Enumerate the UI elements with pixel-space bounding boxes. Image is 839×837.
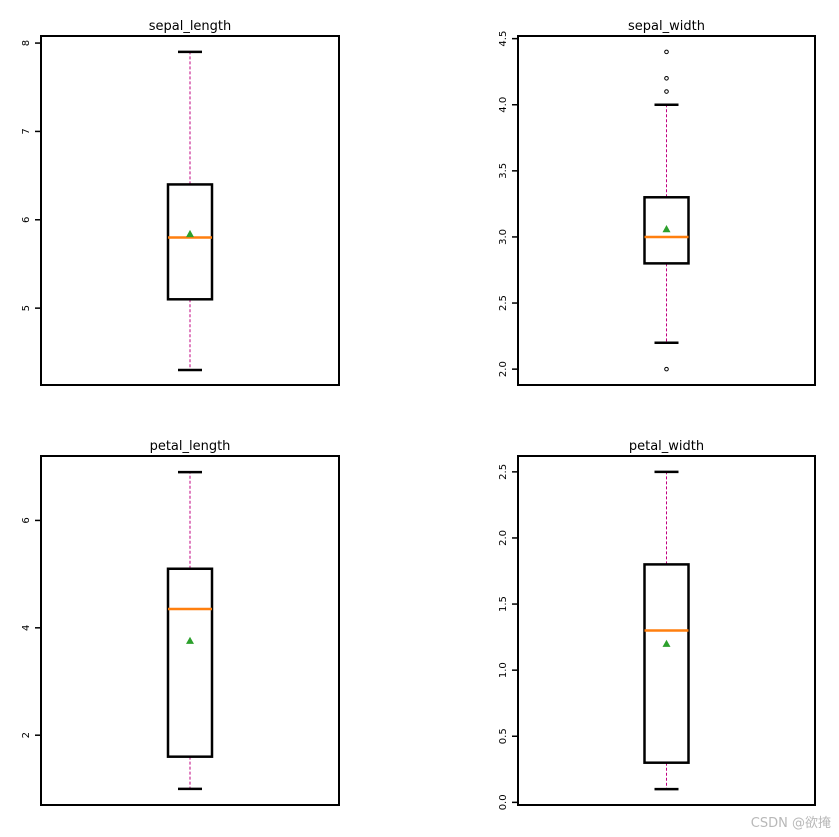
y-tick-label: 3.0 — [498, 229, 509, 245]
y-tick-label: 0.0 — [498, 794, 509, 810]
subplot-title: petal_length — [150, 439, 231, 454]
y-tick-label: 2.5 — [498, 464, 509, 480]
y-tick-label: 4.0 — [498, 97, 509, 113]
outlier-point — [664, 89, 669, 94]
y-tick-label: 6 — [21, 217, 32, 223]
subplot-title: petal_width — [629, 439, 704, 454]
subplot-petal_width: petal_width 0.0 0.5 1.0 1.5 2.0 2.5 — [498, 439, 816, 810]
subplot-sepal_width: sepal_width 2.0 2.5 3.0 3.5 4.0 4.5 — [498, 19, 816, 386]
y-tick-label: 6 — [21, 517, 32, 523]
subplot-petal_length: petal_length 2 4 6 — [21, 439, 340, 806]
y-tick-label: 5 — [21, 305, 32, 311]
y-tick-label: 3.5 — [498, 163, 509, 179]
y-tick-label: 1.5 — [498, 596, 509, 612]
y-tick-label: 4.5 — [498, 31, 509, 47]
y-tick-label: 2.5 — [498, 295, 509, 311]
y-tick-label: 7 — [21, 128, 32, 134]
iqr-box — [166, 183, 214, 301]
outlier-point — [664, 76, 669, 81]
y-tick-label: 2.0 — [498, 530, 509, 546]
y-tick-label: 2 — [21, 732, 32, 738]
mean-marker — [186, 229, 194, 238]
subplot-sepal_length: sepal_length 5 6 7 8 — [21, 19, 340, 386]
subplot-title: sepal_width — [628, 19, 705, 34]
y-tick-label: 2.0 — [498, 361, 509, 377]
plot-frame — [40, 35, 340, 386]
subplot-title: sepal_length — [149, 19, 232, 34]
iqr-box — [643, 196, 690, 265]
outlier-point — [664, 49, 669, 55]
y-tick-label: 4 — [21, 625, 32, 631]
mean-marker — [186, 636, 194, 644]
mean-marker — [662, 639, 671, 647]
y-tick-label: 1.0 — [498, 662, 509, 678]
outlier-point — [664, 366, 669, 372]
mean-marker — [662, 225, 671, 233]
iqr-box — [643, 563, 690, 764]
iqr-box — [166, 567, 214, 758]
y-tick-label: 0.5 — [498, 728, 509, 744]
plot-frame — [40, 455, 340, 806]
watermark-text: CSDN @欲掩 — [750, 816, 831, 831]
plot-frame — [517, 455, 816, 806]
y-tick-label: 8 — [21, 40, 32, 46]
plot-frame — [517, 35, 816, 386]
